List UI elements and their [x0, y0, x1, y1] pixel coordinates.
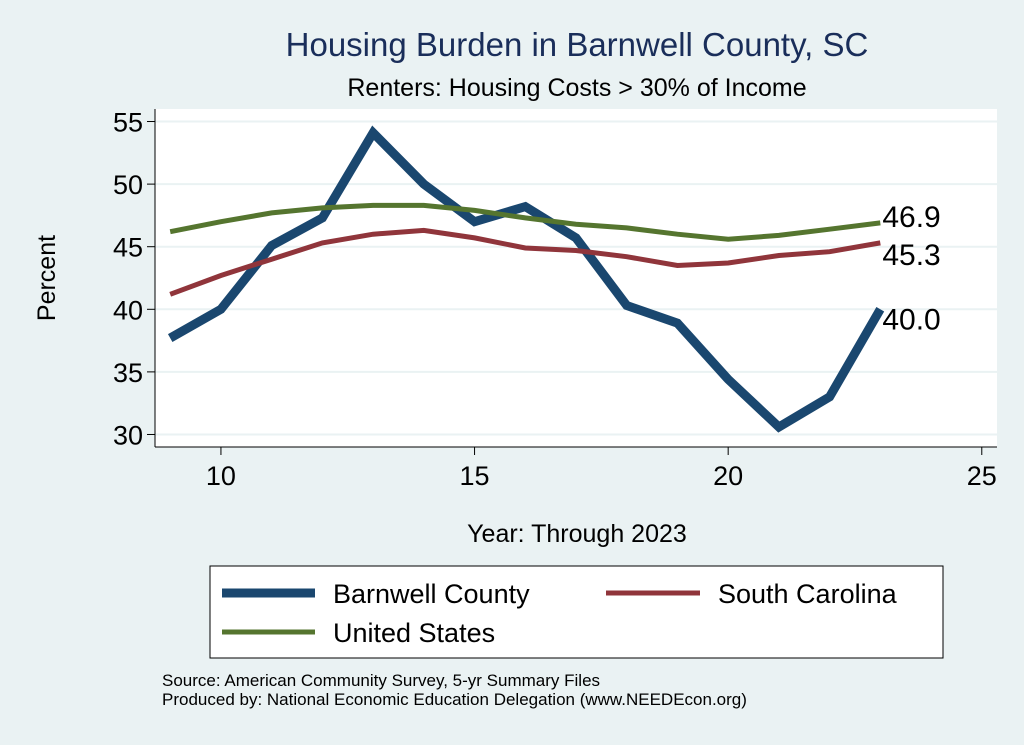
- y-axis-label: Percent: [33, 235, 61, 321]
- legend-label-south-carolina: South Carolina: [718, 579, 898, 609]
- y-tick-label: 45: [113, 233, 143, 263]
- plot-area: [155, 109, 997, 447]
- source-note: Source: American Community Survey, 5-yr …: [162, 671, 601, 690]
- series-lines: [167, 125, 885, 433]
- produced-note: Produced by: National Economic Education…: [162, 690, 747, 709]
- series-line-united-states: [169, 202, 881, 242]
- end-labels: 40.0 45.3 46.9: [882, 201, 940, 336]
- series-line-south-carolina: [169, 227, 881, 297]
- y-tick-label: 30: [113, 420, 143, 450]
- end-label-barnwell-county: 40.0: [882, 303, 940, 336]
- y-tick-label: 50: [113, 170, 143, 200]
- y-tick-label: 55: [113, 108, 143, 138]
- x-tick-label: 15: [460, 461, 490, 491]
- end-label-united-states: 46.9: [882, 201, 940, 234]
- x-tick-label: 25: [967, 461, 997, 491]
- x-ticks: 10 15 20 25: [206, 447, 997, 491]
- end-label-south-carolina: 45.3: [882, 239, 940, 272]
- legend-box: [209, 565, 944, 659]
- legend-label-united-states: United States: [333, 618, 495, 648]
- x-tick-label: 10: [206, 461, 236, 491]
- chart-title: Housing Burden in Barnwell County, SC: [285, 26, 869, 63]
- chart-subtitle: Renters: Housing Costs > 30% of Income: [347, 74, 807, 102]
- x-axis-label: Year: Through 2023: [467, 520, 687, 548]
- y-tick-label: 40: [113, 295, 143, 325]
- y-ticks: 30 35 40 45 50 55: [113, 108, 155, 450]
- y-tick-label: 35: [113, 358, 143, 388]
- x-tick-label: 20: [713, 461, 743, 491]
- legend-label-barnwell: Barnwell County: [333, 579, 530, 609]
- series-line-barnwell-county: [167, 125, 885, 433]
